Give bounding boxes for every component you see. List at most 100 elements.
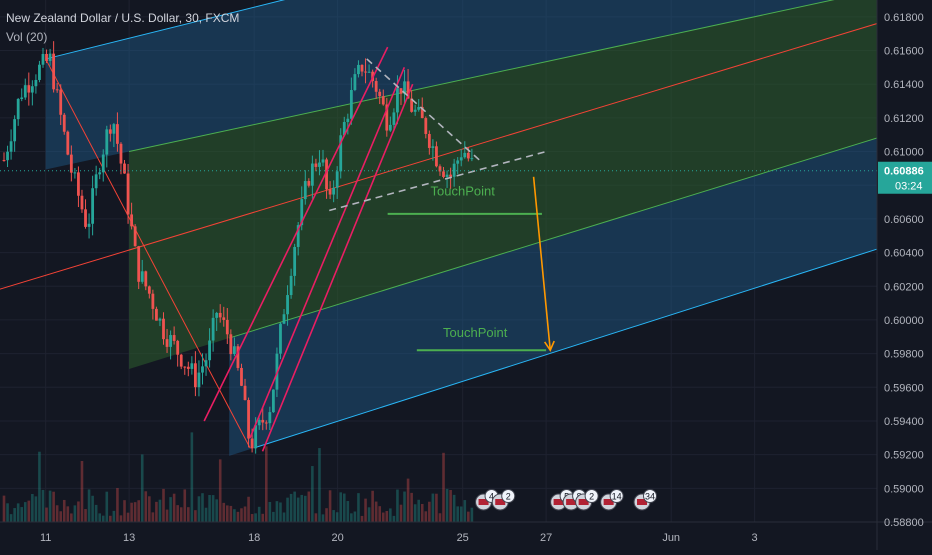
candle-body: [303, 181, 307, 200]
candle-body: [250, 438, 254, 449]
time-tick-label[interactable]: 3: [752, 532, 758, 544]
price-tick-label[interactable]: 0.59200: [884, 450, 924, 462]
volume-label[interactable]: Vol (20): [6, 30, 48, 44]
candle-body: [445, 174, 449, 177]
price-tick-label[interactable]: 0.60000: [884, 315, 924, 327]
candle-body: [357, 64, 360, 75]
candle-body: [155, 308, 158, 321]
time-tick-label[interactable]: Jun: [662, 532, 680, 544]
candle-body: [307, 181, 311, 186]
candle-body: [130, 214, 134, 227]
candle-body: [268, 412, 272, 424]
volume-bar: [119, 515, 123, 522]
candle-body: [335, 171, 339, 188]
candle-body: [137, 246, 141, 282]
candle-body: [236, 346, 240, 368]
volume-bar: [275, 501, 279, 522]
volume-bar: [52, 491, 55, 522]
price-tick-label[interactable]: 0.58800: [884, 517, 924, 529]
price-tick-label[interactable]: 0.60400: [884, 248, 924, 260]
volume-bar: [87, 489, 91, 522]
candle-body: [169, 335, 172, 347]
volume-bar: [6, 503, 9, 522]
volume-bar: [467, 511, 470, 522]
volume-bar: [190, 432, 194, 522]
candle-body: [427, 133, 431, 148]
bar-countdown-label: 03:24: [895, 181, 923, 193]
volume-bar: [420, 503, 424, 522]
volume-bar: [452, 494, 456, 522]
current-price-badge[interactable]: [878, 161, 932, 194]
candle-body: [353, 74, 357, 90]
volume-bar: [162, 488, 165, 522]
volume-bar: [371, 490, 374, 522]
candle-body: [215, 312, 219, 318]
volume-bar: [261, 513, 265, 522]
price-tick-label[interactable]: 0.60200: [884, 281, 924, 293]
candle-body: [470, 158, 474, 160]
candle-body: [16, 99, 20, 120]
time-tick-label[interactable]: 20: [331, 532, 343, 544]
pitchfork-zone-lower-outer: [229, 138, 877, 456]
price-tick-label[interactable]: 0.61200: [884, 113, 924, 125]
volume-bar: [247, 496, 250, 522]
volume-bar: [438, 513, 442, 522]
event-flag-stripe: [578, 499, 589, 505]
candle-body: [392, 112, 396, 125]
volume-bar: [222, 502, 226, 522]
price-tick-label[interactable]: 0.61800: [884, 12, 924, 24]
volume-bar: [272, 511, 275, 522]
volume-bar: [20, 507, 24, 522]
candle-body: [59, 89, 63, 115]
symbol-title[interactable]: New Zealand Dollar / U.S. Dollar, 30, FX…: [6, 11, 240, 25]
candle-body: [388, 124, 392, 131]
candle-body: [176, 340, 180, 355]
price-tick-label[interactable]: 0.59800: [884, 349, 924, 361]
candle-body: [300, 199, 304, 226]
time-tick-label[interactable]: 25: [457, 532, 469, 544]
time-tick-label[interactable]: 11: [40, 532, 51, 544]
price-tick-label[interactable]: 0.61000: [884, 147, 924, 159]
volume-bar: [176, 505, 179, 522]
time-tick-label[interactable]: 13: [123, 532, 135, 544]
volume-bar: [98, 513, 102, 522]
price-tick-label[interactable]: 0.60600: [884, 214, 924, 226]
candle-body: [119, 143, 123, 164]
event-flag-stripe: [603, 499, 614, 505]
volume-bar: [335, 512, 339, 522]
candle-body: [211, 317, 215, 341]
time-tick-label[interactable]: 18: [248, 532, 260, 544]
price-tick-label[interactable]: 0.61600: [884, 46, 924, 58]
candle-body: [417, 107, 421, 110]
volume-bar: [94, 504, 98, 522]
candle-body: [73, 172, 77, 174]
price-tick-label[interactable]: 0.59600: [884, 382, 924, 394]
price-tick-label[interactable]: 0.59000: [884, 483, 924, 495]
candle-body: [197, 372, 201, 388]
volume-bar: [109, 515, 112, 522]
candle-body: [254, 425, 258, 449]
volume-bar: [236, 511, 240, 522]
pitchfork-upper-outer-line: [45, 0, 286, 60]
candle-body: [2, 159, 6, 161]
time-tick-label[interactable]: 27: [540, 532, 552, 544]
candle-body: [399, 88, 403, 94]
volume-bar: [367, 507, 371, 522]
volume-bar: [165, 509, 169, 522]
candle-body: [48, 53, 52, 61]
candle-body: [101, 154, 105, 173]
triangle-upper-line: [366, 58, 480, 161]
candle-body: [147, 286, 151, 294]
candle-body: [435, 146, 438, 167]
candle-body: [151, 293, 155, 309]
volume-bar: [357, 493, 360, 522]
candle-body: [456, 160, 460, 164]
candle-body: [158, 318, 162, 321]
price-tick-label[interactable]: 0.61400: [884, 79, 924, 91]
volume-bar: [268, 501, 272, 522]
volume-bar: [27, 500, 31, 522]
price-tick-label[interactable]: 0.59400: [884, 416, 924, 428]
volume-bar: [318, 448, 321, 522]
